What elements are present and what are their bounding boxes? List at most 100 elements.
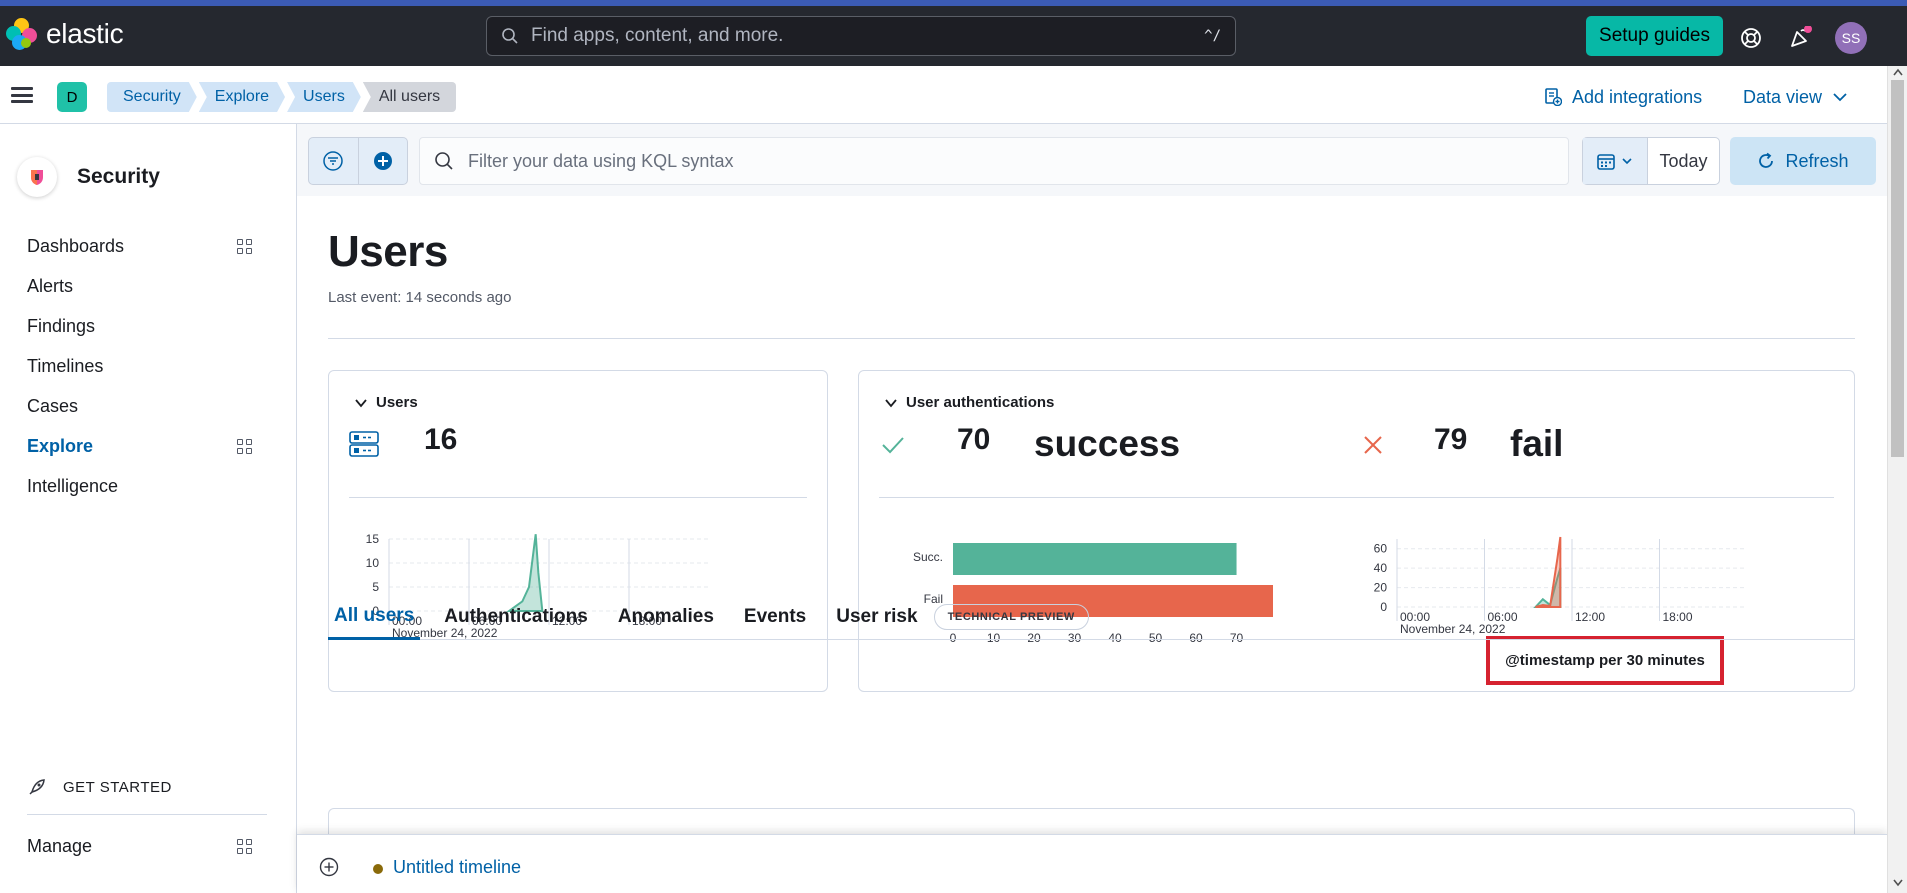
apps-grid-icon[interactable]: [237, 239, 252, 254]
apps-grid-icon[interactable]: [237, 839, 252, 854]
y-tick-label: 60: [1374, 542, 1388, 556]
apps-grid-icon[interactable]: [237, 439, 252, 454]
chevron-down-icon: [885, 398, 897, 407]
panel-divider: [879, 497, 1834, 498]
auth-panel-toggle[interactable]: User authentications: [884, 394, 1054, 411]
technical-preview-badge: TECHNICAL PREVIEW: [933, 604, 1089, 630]
page-scrollbar[interactable]: [1887, 66, 1907, 893]
bar-succ: [953, 543, 1237, 575]
date-picker[interactable]: Today: [1582, 137, 1720, 185]
add-timeline-icon[interactable]: [319, 857, 339, 877]
x-tick-label: 00:00: [1400, 610, 1430, 624]
y-tick-label: 0: [372, 604, 379, 618]
elastic-logo[interactable]: elastic: [6, 18, 124, 50]
tab-all-users[interactable]: All users: [328, 594, 421, 640]
global-search-input[interactable]: Find apps, content, and more. ^/: [486, 16, 1236, 56]
cross-icon: [1364, 436, 1382, 454]
scroll-down-icon[interactable]: [1893, 879, 1903, 887]
chevron-down-icon: [1622, 158, 1632, 165]
scroll-up-icon[interactable]: [1893, 68, 1903, 76]
auth-area-chart: 0 20 40 60 00:00 06:00 12:00 18:00 November 24, …: [1374, 536, 1747, 636]
timeline-flyout-bar[interactable]: Untitled timeline: [297, 834, 1887, 893]
sidebar-item-manage[interactable]: Manage: [27, 831, 252, 861]
sidebar-item-dashboards[interactable]: Dashboards: [27, 231, 252, 261]
refresh-icon: [1759, 152, 1774, 168]
security-sidebar: Security Dashboards Alerts Findings Time…: [0, 124, 297, 893]
x-tick-label: 30: [1068, 631, 1082, 645]
x-tick-label: 0: [950, 631, 957, 645]
y-tick-label: 5: [372, 580, 379, 594]
filter-menu-icon: [323, 151, 343, 171]
sidebar-item-cases[interactable]: Cases: [27, 391, 252, 421]
top-accent-stripe: [0, 0, 1907, 6]
x-tick-label: 18:00: [1663, 610, 1693, 624]
fail-label: fail: [1510, 423, 1564, 464]
y-tick-label: 0: [1380, 600, 1387, 614]
sidebar-header: Security: [17, 157, 160, 197]
users-tabs: All users Authentications Anomalies Even…: [328, 594, 1855, 640]
auth-panel-title: User authentications: [906, 394, 1055, 411]
timeline-title-link[interactable]: Untitled timeline: [393, 857, 522, 877]
breadcrumb-bar: D Security Explore Users All users Add i…: [0, 66, 1907, 124]
header-divider: [328, 338, 1855, 339]
bar-fail: [953, 585, 1273, 617]
sidebar-item-intelligence[interactable]: Intelligence: [27, 471, 252, 501]
users-panel-toggle[interactable]: Users: [354, 394, 418, 411]
check-icon: [882, 437, 904, 454]
add-filter-button[interactable]: [359, 138, 408, 184]
refresh-button[interactable]: Refresh: [1730, 137, 1876, 185]
x-tick-label: 70: [1230, 631, 1244, 645]
x-date-label: November 24, 2022: [392, 626, 498, 640]
sidebar-item-alerts[interactable]: Alerts: [27, 271, 252, 301]
kql-placeholder: Filter your data using KQL syntax: [468, 150, 734, 171]
add-integrations-link[interactable]: Add integrations: [1544, 82, 1702, 112]
help-icon[interactable]: [1739, 26, 1763, 50]
panel-divider: [349, 497, 807, 498]
tab-anomalies[interactable]: Anomalies: [617, 606, 714, 627]
x-tick-label: 00:00: [392, 614, 422, 628]
bar-category-label: Fail: [924, 592, 943, 606]
tab-user-risk[interactable]: User risk: [836, 606, 918, 627]
add-integration-icon: [1545, 88, 1562, 106]
kql-search-input[interactable]: Filter your data using KQL syntax: [419, 137, 1569, 185]
sidebar-item-label: Findings: [27, 315, 96, 336]
y-tick-label: 15: [366, 532, 380, 546]
data-view-dropdown[interactable]: Data view: [1743, 82, 1848, 112]
space-selector[interactable]: D: [57, 82, 87, 112]
breadcrumb-explore[interactable]: Explore: [199, 82, 285, 112]
sidebar-item-label: Cases: [27, 395, 79, 416]
tab-authentications[interactable]: Authentications: [444, 606, 588, 627]
breadcrumb-users[interactable]: Users: [287, 82, 361, 112]
date-range-label[interactable]: Today: [1659, 150, 1708, 171]
user-avatar[interactable]: SS: [1835, 22, 1867, 54]
sidebar-item-timelines[interactable]: Timelines: [27, 351, 252, 381]
saved-query-button[interactable]: [309, 138, 359, 184]
timeline-status-dot: [373, 864, 383, 874]
get-started-link[interactable]: GET STARTED: [27, 777, 172, 797]
sidebar-item-label: Dashboards: [27, 235, 125, 256]
main-content: Filter your data using KQL syntax Today …: [297, 124, 1887, 893]
search-icon: [435, 152, 453, 170]
search-icon: [502, 28, 518, 44]
x-tick-label: 18:00: [632, 614, 662, 628]
x-tick-label: 12:00: [1575, 610, 1605, 624]
success-label: success: [1034, 423, 1181, 464]
menu-toggle-icon[interactable]: [11, 87, 33, 103]
setup-guides-button[interactable]: Setup guides: [1586, 16, 1723, 56]
users-kpi-panel: Users 16 0 5 10 15 00:00 06:00 12:00 18:00 Novem…: [328, 370, 828, 692]
news-feed-icon[interactable]: [1788, 26, 1812, 50]
x-tick-label: 50: [1149, 631, 1163, 645]
get-started-label: GET STARTED: [63, 778, 172, 796]
breadcrumb-security[interactable]: Security: [107, 82, 197, 112]
chevron-down-icon: [1833, 93, 1847, 102]
sidebar-item-explore[interactable]: Explore: [27, 431, 252, 461]
quick-select-button[interactable]: [1583, 138, 1648, 184]
sidebar-item-label: Manage: [27, 835, 93, 856]
users-area-chart: 0 5 10 15 00:00 06:00 12:00 18:00 November 24, 2…: [366, 532, 709, 640]
query-bar: Filter your data using KQL syntax Today …: [297, 124, 1887, 196]
scroll-thumb[interactable]: [1891, 80, 1904, 457]
users-server-icon: [349, 431, 379, 457]
tab-events[interactable]: Events: [743, 606, 807, 627]
sidebar-item-findings[interactable]: Findings: [27, 311, 252, 341]
data-view-label: Data view: [1743, 86, 1823, 107]
